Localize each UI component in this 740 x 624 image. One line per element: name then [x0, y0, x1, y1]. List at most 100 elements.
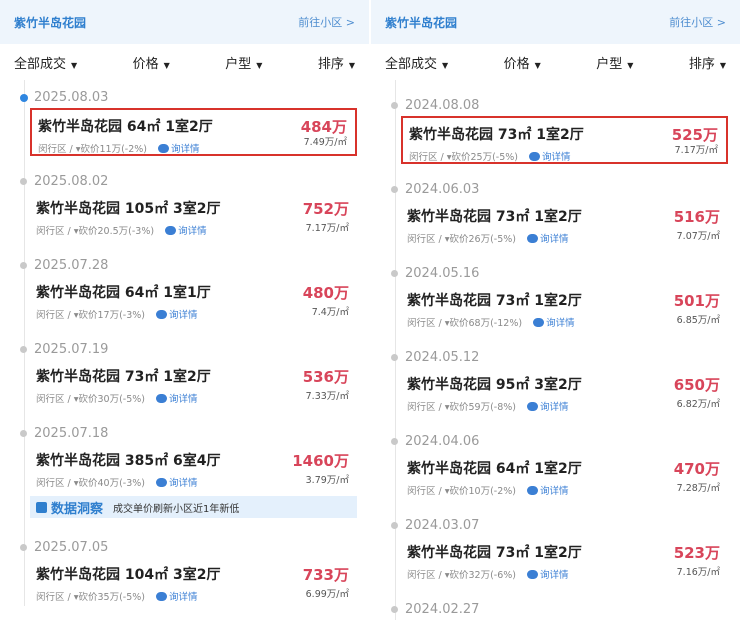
transaction-item[interactable]: 2025.07.28 紫竹半岛花园 64㎡ 1室1厅 480万 闵行区 / ▾砍价…	[20, 254, 357, 338]
transaction-item[interactable]: 2024.05.12 紫竹半岛花园 95㎡ 3室2厅 650万 闵行区 / ▾砍价…	[391, 346, 728, 430]
transaction-item[interactable]: 2025.07.05 紫竹半岛花园 104㎡ 3室2厅 733万 闵行区 / ▾砍…	[20, 536, 357, 606]
filter-dropdown[interactable]: 价格 ▼	[133, 53, 170, 72]
listing-title: 紫竹半岛花园 73㎡ 1室2厅	[409, 127, 584, 143]
ask-details-button[interactable]: 询详情	[529, 149, 571, 163]
timeline-dot	[20, 346, 27, 353]
ask-details-label: 询详情	[540, 486, 569, 497]
ask-details-button[interactable]: 询详情	[527, 399, 569, 413]
go-to-community-link[interactable]: 前往小区 >	[669, 16, 726, 29]
unit-price: 6.85万/㎡	[676, 315, 720, 326]
community-title: 紫竹半岛花园	[14, 15, 87, 30]
filter-dropdown[interactable]: 户型 ▼	[225, 53, 262, 72]
chat-icon	[533, 317, 545, 327]
transaction-item[interactable]: 2024.04.06 紫竹半岛花园 64㎡ 1室2厅 470万 闵行区 / ▾砍价…	[391, 430, 728, 514]
transaction-card[interactable]: 紫竹半岛花园 73㎡ 1室2厅 525万 闵行区 / ▾砍价25万(-5%) 询详…	[401, 116, 728, 164]
ask-details-button[interactable]: 询详情	[156, 391, 198, 405]
unit-price: 6.99万/㎡	[305, 589, 349, 600]
timeline-dot	[20, 430, 27, 437]
filter-dropdown[interactable]: 排序 ▼	[318, 53, 355, 72]
listing-title: 紫竹半岛花园 95㎡ 3室2厅	[407, 377, 582, 393]
transaction-item[interactable]: 2025.08.03 紫竹半岛花园 64㎡ 1室2厅 484万 闵行区 / ▾砍价…	[20, 86, 357, 170]
transaction-date: 2024.02.27	[405, 601, 480, 617]
price-cut: ▾砍价11万(-2%)	[75, 144, 148, 155]
caret-down-icon: ▼	[256, 60, 263, 70]
transaction-item[interactable]: 2025.07.19 紫竹半岛花园 73㎡ 1室2厅 536万 闵行区 / ▾砍价…	[20, 338, 357, 422]
ask-details-label: 询详情	[540, 402, 569, 413]
unit-price: 7.07万/㎡	[676, 231, 720, 242]
ask-details-button[interactable]: 询详情	[527, 483, 569, 497]
filter-dropdown[interactable]: 价格 ▼	[504, 53, 541, 72]
unit-price: 7.4万/㎡	[311, 307, 349, 318]
filter-label: 排序	[317, 56, 344, 72]
transaction-card[interactable]: 紫竹半岛花园 73㎡ 1室2厅 523万 闵行区 / ▾砍价32万(-6%) 询详…	[401, 536, 728, 584]
transaction-card[interactable]: 紫竹半岛花园 385㎡ 6室4厅 1460万 闵行区 / ▾砍价40万(-3%) …	[30, 444, 357, 492]
transaction-card[interactable]: 紫竹半岛花园 104㎡ 3室2厅 733万 闵行区 / ▾砍价35万(-5%) 询…	[30, 558, 357, 606]
ask-details-button[interactable]: 询详情	[533, 315, 575, 329]
filter-dropdown[interactable]: 全部成交 ▼	[385, 53, 448, 72]
unit-price: 7.17万/㎡	[674, 145, 718, 156]
transaction-timeline: 2024.08.08 紫竹半岛花园 73㎡ 1室2厅 525万 闵行区 / ▾砍价…	[371, 80, 740, 620]
deal-price: 650万	[673, 376, 720, 394]
unit-price: 7.28万/㎡	[676, 483, 720, 494]
ask-details-button[interactable]: 询详情	[156, 589, 198, 603]
transaction-item[interactable]: 2025.08.02 紫竹半岛花园 105㎡ 3室2厅 752万 闵行区 / ▾砍…	[20, 170, 357, 254]
filter-dropdown[interactable]: 排序 ▼	[689, 53, 726, 72]
ask-details-button[interactable]: 询详情	[527, 231, 569, 245]
listing-title: 紫竹半岛花园 73㎡ 1室2厅	[407, 545, 582, 561]
timeline-line	[395, 80, 396, 620]
district: 闵行区 /	[407, 570, 442, 581]
ask-details-label: 询详情	[542, 152, 571, 163]
chat-icon	[527, 485, 539, 495]
district: 闵行区 /	[36, 226, 71, 237]
community-title: 紫竹半岛花园	[385, 15, 458, 30]
transaction-card[interactable]: 紫竹半岛花园 95㎡ 3室2厅 650万 闵行区 / ▾砍价59万(-8%) 询详…	[401, 368, 728, 416]
transaction-card[interactable]: 紫竹半岛花园 105㎡ 3室2厅 752万 闵行区 / ▾砍价20.5万(-3%)…	[30, 192, 357, 240]
transaction-item[interactable]: 2024.08.08 紫竹半岛花园 73㎡ 1室2厅 525万 闵行区 / ▾砍价…	[391, 94, 728, 178]
transaction-item[interactable]: 2024.06.03 紫竹半岛花园 73㎡ 1室2厅 516万 闵行区 / ▾砍价…	[391, 178, 728, 262]
ask-details-label: 询详情	[169, 592, 198, 603]
filter-label: 全部成交	[385, 56, 438, 72]
ask-details-button[interactable]: 询详情	[165, 223, 207, 237]
filter-dropdown[interactable]: 户型 ▼	[596, 53, 633, 72]
go-to-community-link[interactable]: 前往小区 >	[298, 16, 355, 29]
ask-details-label: 询详情	[169, 394, 198, 405]
ask-details-button[interactable]: 询详情	[158, 141, 200, 155]
transaction-timeline: 2025.08.03 紫竹半岛花园 64㎡ 1室2厅 484万 闵行区 / ▾砍价…	[0, 80, 369, 606]
ask-details-button[interactable]: 询详情	[527, 567, 569, 581]
caret-down-icon: ▼	[534, 60, 541, 70]
transaction-item[interactable]: 2024.02.27	[391, 598, 728, 620]
district: 闵行区 /	[36, 394, 71, 405]
insight-text: 成交单价刷新小区近1年新低	[113, 503, 240, 515]
chat-icon	[156, 477, 168, 487]
transaction-item[interactable]: 2025.07.18 紫竹半岛花园 385㎡ 6室4厅 1460万 闵行区 / ▾…	[20, 422, 357, 536]
transaction-item[interactable]: 2024.03.07 紫竹半岛花园 73㎡ 1室2厅 523万 闵行区 / ▾砍价…	[391, 514, 728, 598]
ask-details-label: 询详情	[169, 310, 198, 321]
transaction-card[interactable]: 紫竹半岛花园 64㎡ 1室2厅 484万 闵行区 / ▾砍价11万(-2%) 询详…	[30, 108, 357, 156]
listing-title: 紫竹半岛花园 64㎡ 1室2厅	[407, 461, 582, 477]
timeline-dot	[20, 178, 27, 185]
ask-details-button[interactable]: 询详情	[156, 307, 198, 321]
transaction-date: 2025.08.02	[34, 173, 109, 189]
ask-details-label: 询详情	[540, 234, 569, 245]
transaction-card[interactable]: 紫竹半岛花园 64㎡ 1室1厅 480万 闵行区 / ▾砍价17万(-3%) 询详…	[30, 276, 357, 324]
transaction-card[interactable]: 紫竹半岛花园 64㎡ 1室2厅 470万 闵行区 / ▾砍价10万(-2%) 询详…	[401, 452, 728, 500]
transaction-card[interactable]: 紫竹半岛花园 73㎡ 1室2厅 516万 闵行区 / ▾砍价26万(-5%) 询详…	[401, 200, 728, 248]
ask-details-label: 询详情	[178, 226, 207, 237]
transaction-date: 2025.07.05	[34, 539, 109, 555]
deal-price: 516万	[673, 208, 720, 226]
filter-label: 户型	[596, 56, 623, 72]
transaction-date: 2024.05.12	[405, 349, 480, 365]
transaction-item[interactable]: 2024.05.16 紫竹半岛花园 73㎡ 1室2厅 501万 闵行区 / ▾砍价…	[391, 262, 728, 346]
caret-down-icon: ▼	[348, 60, 355, 70]
timeline-dot	[20, 94, 28, 102]
ask-details-button[interactable]: 询详情	[156, 475, 198, 489]
filter-dropdown[interactable]: 全部成交 ▼	[14, 53, 77, 72]
transaction-date: 2024.05.16	[405, 265, 480, 281]
transaction-date: 2024.03.07	[405, 517, 480, 533]
filter-bar: 全部成交 ▼ 价格 ▼ 户型 ▼ 排序 ▼	[0, 44, 369, 80]
chat-icon	[156, 591, 168, 601]
transaction-card[interactable]: 紫竹半岛花园 73㎡ 1室2厅 536万 闵行区 / ▾砍价30万(-5%) 询详…	[30, 360, 357, 408]
district: 闵行区 /	[409, 152, 444, 163]
timeline-dot	[391, 102, 398, 109]
transaction-card[interactable]: 紫竹半岛花园 73㎡ 1室2厅 501万 闵行区 / ▾砍价68万(-12%) 询…	[401, 284, 728, 332]
